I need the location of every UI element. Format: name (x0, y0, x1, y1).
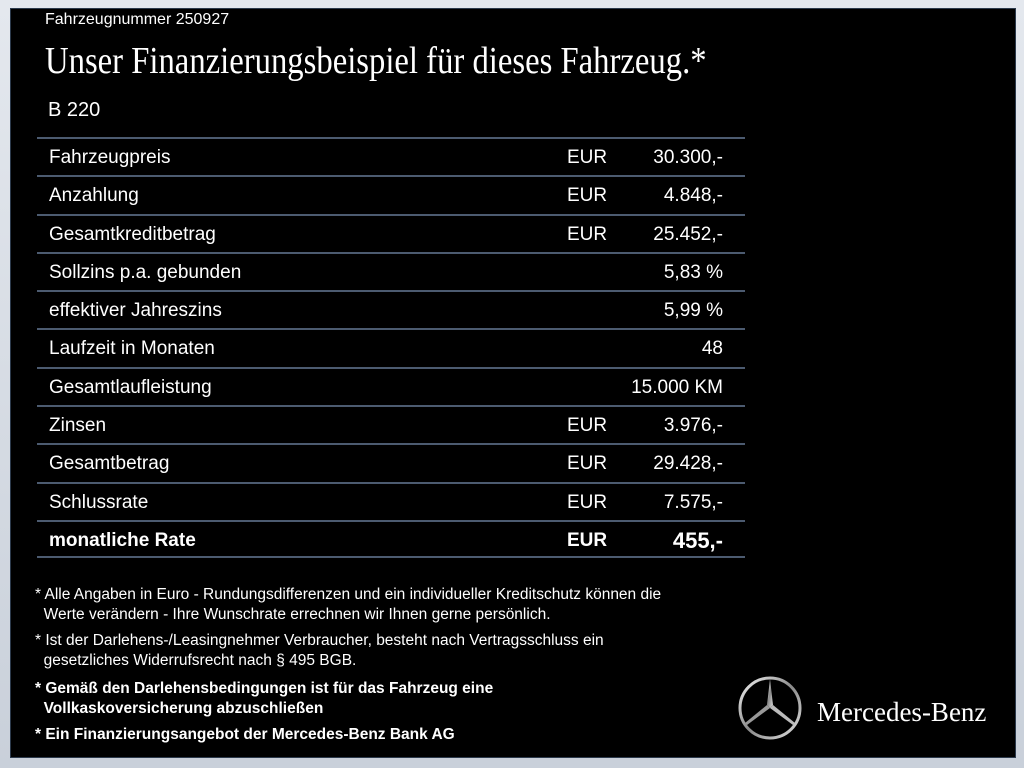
table-row: monatliche Rate EUR 455,- (37, 519, 745, 559)
row-value: 5,83 % (663, 261, 723, 283)
row-label: Gesamtbetrag (49, 453, 170, 475)
row-value: 29.428,- (653, 453, 723, 475)
financing-table: Fahrzeugpreis EUR 30.300,- Anzahlung EUR 4.84… (37, 137, 745, 559)
table-row: Laufzeit in Monaten 48 (37, 328, 745, 366)
row-label: Fahrzeugpreis (49, 147, 171, 168)
row-value: 7.575,- (663, 491, 723, 513)
table-row: effektiver Jahreszins 5,99 % (37, 290, 745, 328)
row-value: 4.848,- (663, 185, 723, 207)
row-currency: EUR (567, 147, 608, 168)
row-value: 30.300,- (653, 147, 723, 168)
footnote-line: * Ist der Darlehens-/Leasingnehmer Verbr… (35, 632, 604, 649)
row-value: 25.452,- (653, 223, 723, 245)
row-value: 455,- (672, 527, 723, 553)
row-label: Sollzins p.a. gebunden (49, 261, 242, 283)
table-row: Gesamtlaufleistung 15.000 KM (37, 366, 745, 405)
row-label: Anzahlung (49, 185, 139, 207)
row-label: Gesamtkreditbetrag (49, 223, 216, 245)
table-row: Sollzins p.a. gebunden 5,83 % (37, 251, 745, 290)
table-row: Anzahlung EUR 4.848,- (37, 175, 745, 213)
financing-panel: Fahrzeugnummer 250927 Unser Finanzierung… (10, 8, 1016, 758)
row-value: 3.976,- (663, 415, 723, 437)
row-value: 5,99 % (663, 300, 723, 322)
footnote-line: Werte verändern - Ihre Wunschrate errech… (35, 606, 551, 623)
table-row: Gesamtkreditbetrag EUR 25.452,- (37, 213, 745, 252)
page-title: Unser Finanzierungsbeispiel für dieses F… (45, 40, 707, 82)
row-currency: EUR (567, 491, 608, 513)
row-currency: EUR (567, 223, 608, 245)
footnote-line: * Ein Finanzierungsangebot der Mercedes-… (35, 726, 455, 743)
row-currency: EUR (567, 453, 608, 475)
footnote: * Ist der Darlehens-/Leasingnehmer Verbr… (35, 631, 604, 671)
brand-name: Mercedes-Benz (817, 697, 987, 727)
model-name: B 220 (48, 99, 101, 121)
row-label: effektiver Jahreszins (49, 300, 222, 322)
table-row: Gesamtbetrag EUR 29.428,- (37, 443, 745, 481)
footnote: * Ein Finanzierungsangebot der Mercedes-… (35, 725, 455, 745)
row-currency: EUR (567, 185, 608, 207)
row-currency: EUR (567, 529, 608, 551)
footnote: * Alle Angaben in Euro - Rundungsdiffere… (35, 585, 661, 625)
footnote-line: gesetzliches Widerrufsrecht nach § 495 B… (35, 652, 357, 669)
row-value: 15.000 KM (631, 376, 723, 398)
row-label: Laufzeit in Monaten (49, 338, 215, 360)
row-currency: EUR (567, 415, 608, 437)
table-row: Fahrzeugpreis EUR 30.300,- (37, 137, 745, 175)
row-label: monatliche Rate (49, 529, 196, 551)
vehicle-number: Fahrzeugnummer 250927 (45, 11, 230, 28)
footnote-line: * Gemäß den Darlehensbedingungen ist für… (35, 680, 494, 697)
table-row: Zinsen EUR 3.976,- (37, 405, 745, 443)
row-value: 48 (701, 338, 723, 360)
row-label: Schlussrate (49, 491, 149, 513)
footnote-line: * Alle Angaben in Euro - Rundungsdiffere… (35, 586, 662, 603)
row-label: Gesamtlaufleistung (49, 376, 212, 398)
footnote: * Gemäß den Darlehensbedingungen ist für… (35, 679, 493, 719)
footnote-line: Vollkaskoversicherung abzuschließen (35, 700, 324, 717)
mercedes-star-logo (738, 676, 802, 740)
table-row: Schlussrate EUR 7.575,- (37, 481, 745, 520)
row-label: Zinsen (49, 415, 107, 437)
